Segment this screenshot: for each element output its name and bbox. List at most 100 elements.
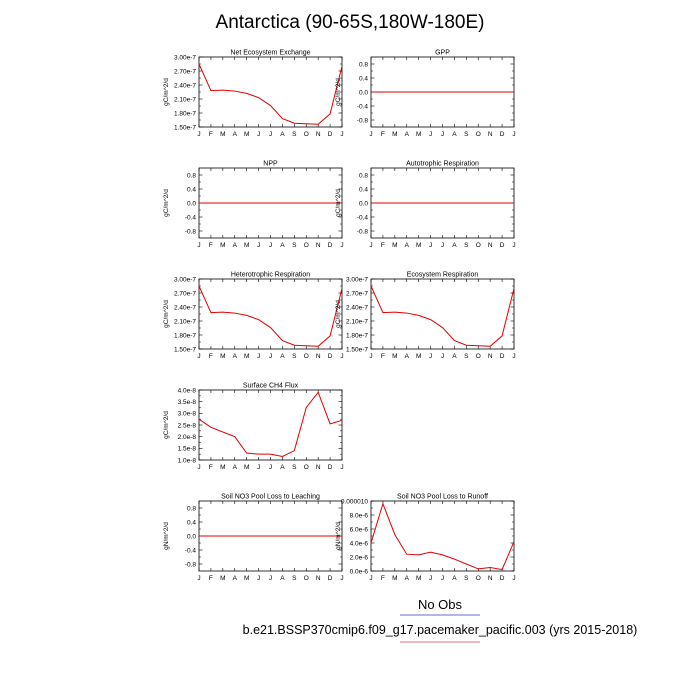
x-tick-label: O (476, 575, 481, 582)
y-tick-label: 2.70e-7 (174, 290, 196, 297)
x-tick-label: J (257, 242, 260, 249)
plot-frame (370, 278, 515, 350)
x-tick-label: O (476, 242, 481, 249)
x-tick-label: N (316, 464, 321, 471)
x-tick-label: D (328, 575, 333, 582)
x-tick-label: A (280, 464, 285, 471)
x-tick-label: M (244, 242, 249, 249)
x-tick-label: S (464, 353, 469, 360)
y-tick-label: 0.8 (187, 172, 196, 179)
x-tick-label: M (392, 242, 397, 249)
y-tick-label: 0.0 (187, 533, 196, 540)
x-tick-label: A (233, 464, 238, 471)
x-tick-label: S (292, 575, 297, 582)
x-tick-label: J (340, 575, 343, 582)
x-tick-label: S (292, 464, 297, 471)
x-tick-label: A (280, 575, 285, 582)
x-tick-label: M (392, 131, 397, 138)
x-tick-label: F (381, 131, 385, 138)
x-tick-label: J (269, 242, 272, 249)
y-axis-label: gN/m^2/d (335, 522, 342, 550)
x-tick-label: J (257, 575, 260, 582)
x-tick-label: A (233, 575, 238, 582)
y-tick-label: 2.70e-7 (174, 68, 196, 75)
y-tick-label: 2.70e-7 (346, 290, 368, 297)
x-tick-label: M (244, 131, 249, 138)
x-tick-label: A (452, 131, 457, 138)
x-tick-label: N (488, 242, 493, 249)
panel-title: GPP (435, 50, 450, 57)
x-tick-label: S (464, 242, 469, 249)
x-tick-label: M (244, 575, 249, 582)
y-tick-label: 0.4 (359, 75, 368, 82)
x-tick-label: J (340, 353, 343, 360)
case-label: b.e21.BSSP370cmip6.f09_g17.pacemaker_pac… (243, 623, 638, 637)
y-tick-label: 1.50e-7 (174, 346, 196, 353)
y-tick-label: 1.80e-7 (174, 332, 196, 339)
panel-title: Heterotrophic Respiration (231, 272, 310, 279)
x-tick-label: F (381, 353, 385, 360)
x-tick-label: D (500, 242, 505, 249)
x-tick-label: J (197, 464, 200, 471)
y-tick-label: 0.8 (187, 505, 196, 512)
x-tick-label: A (405, 575, 410, 582)
y-tick-label: 1.50e-7 (346, 346, 368, 353)
x-tick-label: M (220, 464, 225, 471)
y-tick-label: 3.00e-7 (174, 276, 196, 283)
x-tick-label: O (304, 464, 309, 471)
x-tick-label: J (441, 575, 444, 582)
x-tick-label: F (209, 353, 213, 360)
y-tick-label: 0.0 (359, 200, 368, 207)
x-tick-label: O (304, 242, 309, 249)
figure-title: Antarctica (90-65S,180W-180E) (216, 12, 485, 33)
y-tick-label: -0.4 (357, 214, 369, 221)
y-tick-label: 3.5e-8 (178, 399, 197, 406)
y-axis-label: gC/m^2/d (163, 189, 170, 217)
x-tick-label: F (209, 131, 213, 138)
y-tick-label: 0.0 (187, 200, 196, 207)
y-axis-label: gC/m^2/d (335, 300, 342, 328)
x-tick-label: J (429, 242, 432, 249)
x-tick-label: A (280, 353, 285, 360)
series-line (370, 502, 515, 571)
x-tick-label: O (304, 131, 309, 138)
y-tick-label: 2.10e-7 (174, 96, 196, 103)
x-tick-label: J (269, 575, 272, 582)
x-tick-label: J (369, 575, 372, 582)
panel-title: Soil NO3 Pool Loss to Leaching (221, 494, 320, 501)
y-tick-label: 2.0e-6 (350, 554, 369, 561)
x-tick-label: M (392, 575, 397, 582)
x-tick-label: A (452, 353, 457, 360)
y-tick-label: 0.8 (359, 172, 368, 179)
x-tick-label: S (464, 575, 469, 582)
panel-title: Soil NO3 Pool Loss to Runoff (397, 494, 488, 501)
y-tick-label: 2.10e-7 (346, 318, 368, 325)
x-tick-label: O (476, 353, 481, 360)
x-tick-label: J (429, 131, 432, 138)
x-tick-label: F (381, 575, 385, 582)
x-tick-label: M (220, 242, 225, 249)
x-tick-label: J (340, 242, 343, 249)
x-tick-label: A (233, 242, 238, 249)
x-tick-label: J (369, 131, 372, 138)
x-tick-label: M (220, 575, 225, 582)
y-tick-label: 1.80e-7 (174, 110, 196, 117)
y-tick-label: -0.4 (185, 547, 197, 554)
x-tick-label: M (416, 353, 421, 360)
plot-frame (198, 389, 343, 461)
y-tick-label: 0.0e-6 (350, 568, 369, 575)
x-tick-label: J (429, 353, 432, 360)
y-tick-label: 1.0e-8 (178, 457, 197, 464)
x-tick-label: J (512, 353, 515, 360)
panel-title: NPP (263, 161, 278, 168)
x-tick-label: A (405, 353, 410, 360)
x-tick-label: D (328, 464, 333, 471)
y-tick-label: -0.4 (185, 214, 197, 221)
panel-title: Net Ecosystem Exchange (230, 50, 310, 57)
